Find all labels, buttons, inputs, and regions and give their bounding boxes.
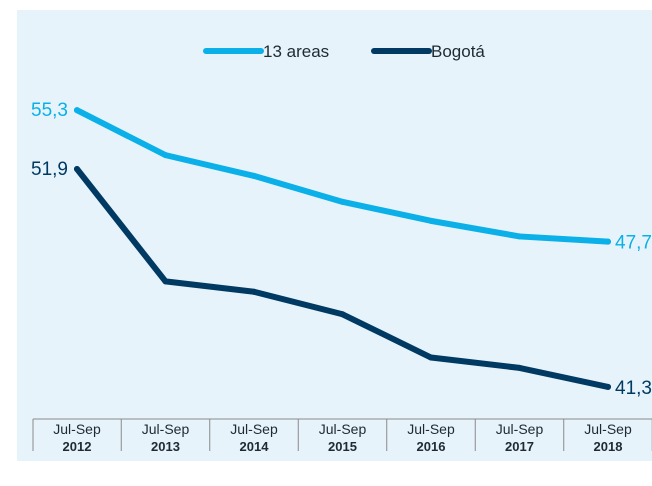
- axis-band: [33, 419, 652, 451]
- series-layer: [74, 107, 611, 390]
- data-point: [339, 311, 346, 318]
- x-tick-year: 2012: [63, 439, 92, 454]
- x-tick-period: Jul-Sep: [496, 421, 544, 437]
- data-point: [516, 233, 523, 240]
- x-tick-year: 2015: [328, 439, 357, 454]
- line-chart: 13 areas Bogotá 55,3 47,7 51,9 41,3 Jul-Sep 2…: [31, 42, 652, 454]
- x-tick-period: Jul-Sep: [230, 421, 278, 437]
- data-point: [428, 217, 434, 224]
- data-point: [516, 364, 523, 371]
- data-label-end: 41,3: [615, 378, 652, 399]
- x-tick-year: 2013: [151, 439, 180, 454]
- data-point: [605, 238, 611, 245]
- data-labels: 55,3 47,7 51,9 41,3: [31, 100, 652, 399]
- x-tick-period: Jul-Sep: [319, 421, 367, 437]
- x-tick-year: 2016: [417, 439, 446, 454]
- x-tick-period: Jul-Sep: [407, 421, 455, 437]
- x-tick-year: 2017: [505, 439, 534, 454]
- data-point: [162, 278, 169, 285]
- data-point: [339, 198, 346, 205]
- data-point: [251, 288, 257, 295]
- x-tick-period: Jul-Sep: [584, 421, 632, 437]
- x-tick-period: Jul-Sep: [142, 421, 190, 437]
- data-point: [605, 383, 611, 390]
- x-tick-year: 2018: [594, 439, 623, 454]
- data-point: [428, 354, 434, 361]
- data-point: [74, 107, 80, 114]
- data-point: [162, 152, 169, 159]
- data-label-end: 47,7: [615, 233, 652, 254]
- x-tick-period: Jul-Sep: [53, 421, 101, 437]
- data-label-start: 55,3: [31, 100, 68, 121]
- x-axis: Jul-Sep 2012 Jul-Sep 2013 Jul-Sep 2014 Jul-Sep…: [32, 418, 652, 454]
- legend-label: 13 areas: [263, 42, 329, 61]
- x-tick-year: 2014: [240, 439, 270, 454]
- data-point: [74, 165, 80, 172]
- legend: 13 areas Bogotá: [203, 42, 485, 61]
- chart-area: 13 areas Bogotá 55,3 47,7 51,9 41,3 Jul-Sep 2…: [17, 10, 652, 461]
- data-point: [251, 172, 257, 179]
- series-line: [74, 107, 611, 245]
- legend-label: Bogotá: [431, 42, 485, 61]
- data-label-start: 51,9: [31, 159, 68, 180]
